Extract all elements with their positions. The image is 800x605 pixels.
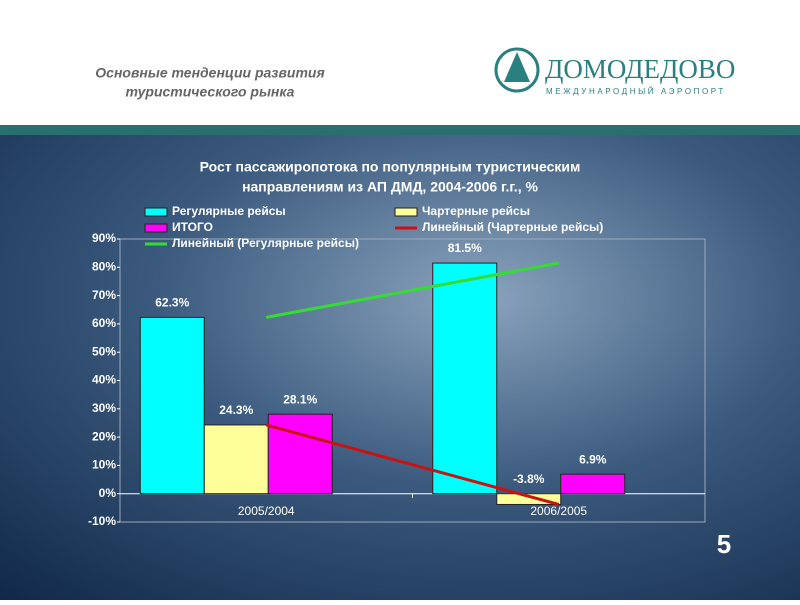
chart-title: направлениям из АП ДМД, 2004-2006 г.г., …	[242, 179, 538, 195]
slide-title: туристического рынка	[126, 84, 295, 100]
page-number: 5	[717, 529, 731, 559]
value-label: -3.8%	[513, 472, 545, 486]
bar	[432, 262, 498, 495]
value-label: 28.1%	[283, 392, 317, 406]
legend-label: ИТОГО	[172, 220, 213, 234]
x-tick-label: 2006/2005	[530, 504, 587, 518]
header-band	[0, 125, 800, 135]
legend-label: Регулярные рейсы	[172, 204, 286, 218]
legend-swatch	[394, 207, 418, 217]
y-tick-label: -10%	[88, 514, 116, 528]
x-tick-label: 2005/2004	[238, 504, 295, 518]
y-tick-label: 80%	[92, 259, 116, 273]
y-tick-label: 90%	[92, 231, 116, 245]
value-label: 62.3%	[155, 296, 189, 310]
bar	[267, 413, 333, 495]
bar	[203, 424, 269, 495]
header-bg	[0, 0, 800, 125]
y-tick-label: 50%	[92, 344, 116, 358]
legend-label: Чартерные рейсы	[422, 204, 530, 218]
y-tick-label: 70%	[92, 288, 116, 302]
legend-label: Линейный (Чартерные рейсы)	[422, 220, 603, 234]
y-tick-label: 40%	[92, 373, 116, 387]
legend-swatch	[144, 207, 168, 217]
legend-label: Линейный (Регулярные рейсы)	[172, 236, 359, 250]
y-tick-label: 20%	[92, 429, 116, 443]
trendline	[265, 261, 560, 319]
value-label: 81.5%	[448, 241, 482, 255]
chart: Рост пассажиропотока по популярным турис…	[88, 159, 706, 528]
value-label: 24.3%	[219, 403, 253, 417]
legend-swatch	[144, 223, 168, 233]
chart-title: Рост пассажиропотока по популярным турис…	[200, 159, 581, 175]
value-label: 6.9%	[579, 452, 607, 466]
logo: ДОМОДЕДОВО МЕЖДУНАРОДНЫЙ АЭРОПОРТ	[494, 47, 735, 96]
y-tick-label: 30%	[92, 401, 116, 415]
slide-title: Основные тенденции развития	[95, 65, 324, 81]
y-tick-label: 0%	[99, 486, 117, 500]
logo-name: ДОМОДЕДОВО	[545, 54, 735, 84]
y-tick-label: 60%	[92, 316, 116, 330]
logo-subtitle: МЕЖДУНАРОДНЫЙ АЭРОПОРТ	[546, 87, 726, 96]
y-tick-label: 10%	[92, 458, 116, 472]
trendline	[265, 423, 560, 506]
bar	[139, 316, 205, 495]
bar	[560, 473, 626, 495]
bar	[496, 493, 562, 505]
